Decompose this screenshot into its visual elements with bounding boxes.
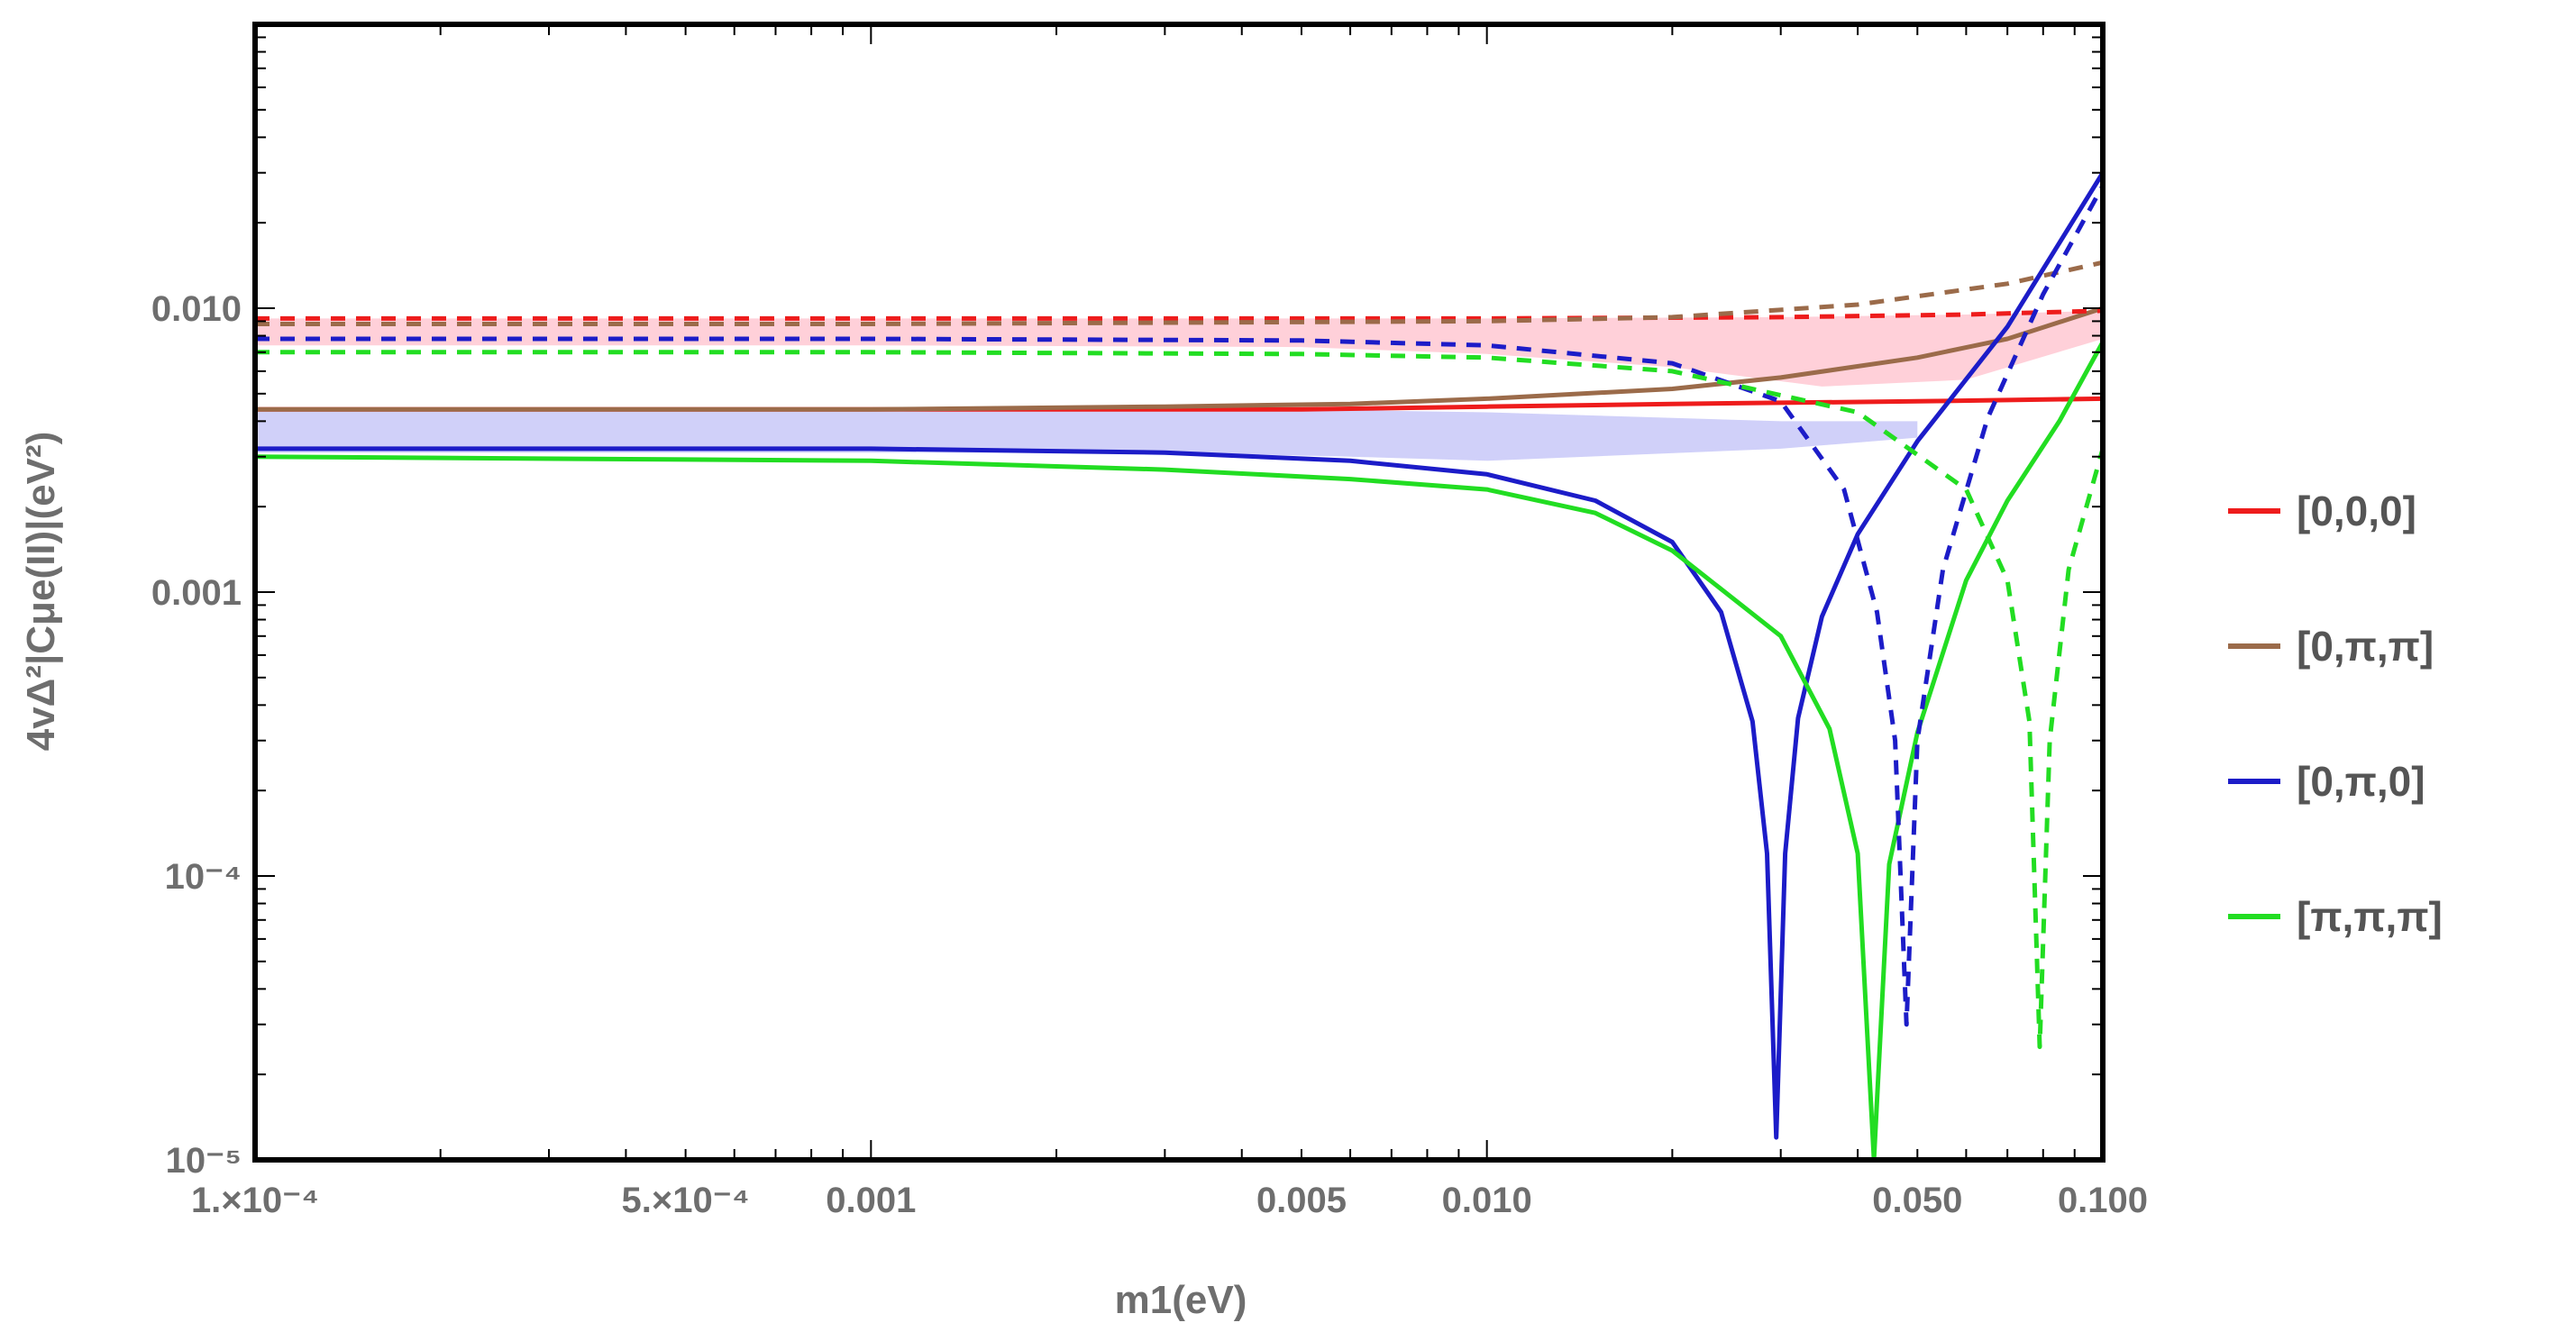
x-tick-label: 0.001 — [826, 1181, 916, 1220]
x-tick-label: 0.010 — [1442, 1181, 1532, 1220]
x-tick-label: 0.050 — [1872, 1181, 1962, 1220]
x-tick-label: 0.100 — [2058, 1181, 2148, 1220]
y-tick-label: 0.001 — [151, 573, 242, 613]
dashed-curve-5 — [255, 308, 2103, 321]
x-tick-label: 1.×10⁻⁴ — [191, 1181, 319, 1220]
x-axis-label: m1(eV) — [1115, 1278, 1247, 1322]
y-axis-label: 4vΔ²|Cμe(II)|(eV²) — [19, 432, 64, 752]
legend-label: [0,0,0] — [2297, 488, 2416, 534]
legend: [0,0,0] [0,π,π] [0,π,0] [π,π,π] — [2228, 488, 2443, 940]
shaded-band-1 — [255, 310, 2103, 387]
plot-frame — [252, 22, 2106, 1163]
legend-label: [0,π,0] — [2297, 758, 2425, 805]
legend-label: [0,π,π] — [2297, 623, 2434, 670]
dashed-curve-8 — [255, 350, 2103, 1050]
solid-curve-2 — [255, 306, 2103, 412]
legend-label: [π,π,π] — [2297, 893, 2443, 940]
dashed-curve-6 — [255, 260, 2103, 326]
y-tick-label: 10⁻⁴ — [165, 857, 242, 897]
dashed-curve-7 — [255, 184, 2103, 1027]
y-tick-label: 10⁻⁵ — [166, 1141, 242, 1181]
solid-curve-3 — [255, 171, 2103, 1140]
y-tick-label: 0.010 — [151, 289, 242, 329]
x-tick-label: 0.005 — [1256, 1181, 1347, 1220]
solid-curve-4 — [255, 341, 2103, 1160]
x-tick-label: 5.×10⁻⁴ — [622, 1181, 750, 1220]
